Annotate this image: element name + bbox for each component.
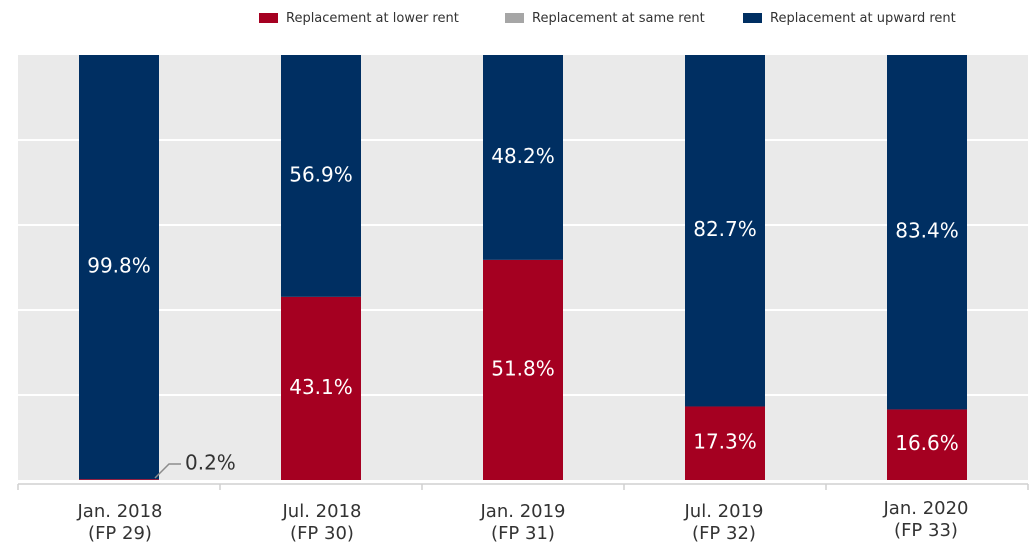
bar-segment-lower: [281, 296, 361, 480]
bar-segment-lower: [483, 259, 563, 480]
x-tick-label-fiscal: (FP 31): [491, 523, 555, 544]
data-label-upward: 83.4%: [895, 219, 959, 243]
bar-segment-upward: [79, 55, 159, 480]
bar-segment-upward: [281, 55, 361, 297]
bar-segment-upward: [483, 55, 563, 260]
data-label-lower: 0.2%: [185, 451, 236, 475]
legend-swatch-upward: [743, 13, 762, 23]
legend-label-upward: Replacement at upward rent: [770, 10, 956, 26]
bar-segment-lower: [685, 406, 765, 480]
legend-item-upward: Replacement at upward rent: [743, 9, 956, 27]
bar-segment-upward: [887, 55, 967, 410]
x-tick-label-period: Jul. 2019: [684, 501, 764, 522]
legend-swatch-same: [505, 13, 524, 23]
legend-label-same: Replacement at same rent: [532, 10, 705, 26]
x-tick-label-period: Jan. 2019: [480, 501, 566, 522]
data-label-upward: 48.2%: [491, 144, 555, 168]
data-label-lower: 51.8%: [491, 356, 555, 380]
x-tick-label-fiscal: (FP 32): [692, 523, 756, 544]
data-label-leader: [154, 463, 181, 479]
data-label-lower: 17.3%: [693, 430, 757, 454]
data-label-upward: 82.7%: [693, 217, 757, 241]
x-tick-label-period: Jan. 2020: [883, 498, 969, 519]
legend-item-lower: Replacement at lower rent: [259, 9, 459, 27]
x-tick-label: Jul. 2019 (FP 32): [644, 501, 804, 545]
chart-legend: Replacement at lower rent Replacement at…: [0, 9, 1032, 27]
x-tick-label: Jul. 2018 (FP 30): [242, 501, 402, 545]
x-tick-label-period: Jan. 2018: [77, 501, 163, 522]
x-tick-label: Jan. 2020 (FP 33): [846, 498, 1006, 542]
x-tick-label-fiscal: (FP 33): [894, 520, 958, 541]
data-label-lower: 16.6%: [895, 431, 959, 455]
legend-label-lower: Replacement at lower rent: [286, 10, 459, 26]
legend-swatch-lower: [259, 13, 278, 23]
data-label-upward: 56.9%: [289, 162, 353, 186]
bar-segment-lower: [79, 479, 159, 480]
bar-segment-upward: [685, 55, 765, 407]
x-tick-label: Jan. 2018 (FP 29): [40, 501, 200, 545]
x-tick-label-period: Jul. 2018: [282, 501, 362, 522]
x-tick-label: Jan. 2019 (FP 31): [443, 501, 603, 545]
legend-item-same: Replacement at same rent: [505, 9, 705, 27]
x-tick-label-fiscal: (FP 30): [290, 523, 354, 544]
data-label-upward: 99.8%: [87, 254, 151, 278]
bar-segment-lower: [887, 409, 967, 480]
data-label-lower: 43.1%: [289, 375, 353, 399]
x-tick-label-fiscal: (FP 29): [88, 523, 152, 544]
